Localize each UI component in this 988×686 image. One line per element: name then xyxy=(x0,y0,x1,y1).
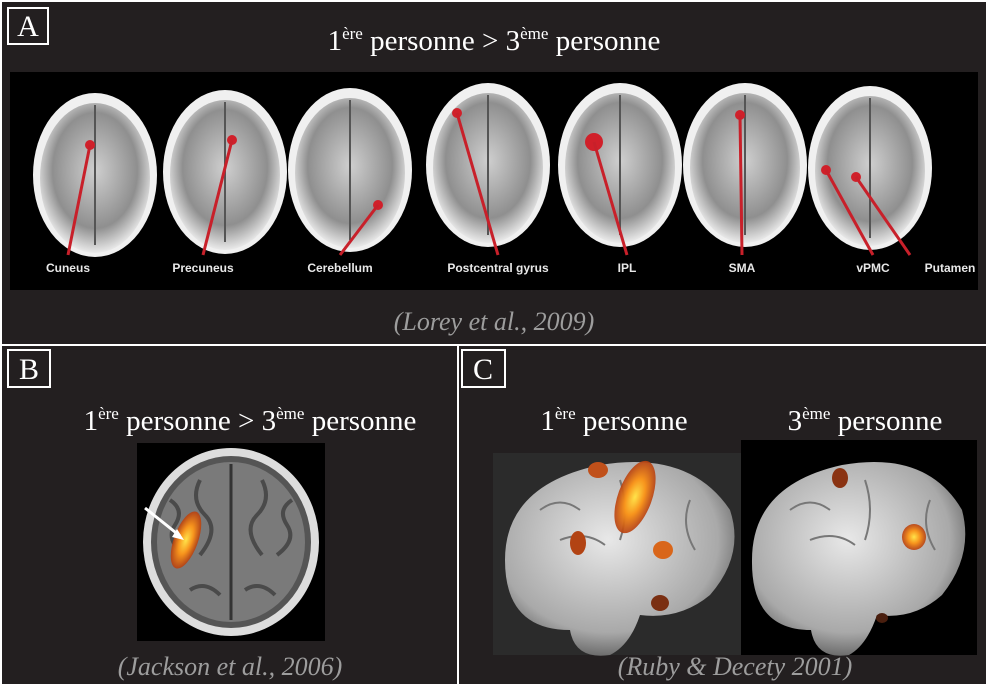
citation: (Ruby & Decety 2001) xyxy=(618,652,853,681)
title-sup: ème xyxy=(276,404,304,423)
title-sup: ère xyxy=(98,404,119,423)
panel-title: 1ère personne > 3ème personne xyxy=(328,24,661,57)
caption-part: personne xyxy=(576,405,688,437)
title-part: personne xyxy=(548,25,660,57)
title-part: personne > 3 xyxy=(363,25,520,57)
pointer-line xyxy=(824,169,875,256)
region-label: Putamen xyxy=(925,261,976,275)
pointer-line xyxy=(592,141,629,256)
caption-part: personne xyxy=(830,405,942,437)
region-label: Cuneus xyxy=(46,261,90,275)
title-part: 1 xyxy=(328,25,343,57)
caption-part: 1 xyxy=(540,405,555,437)
axial-brain-image xyxy=(137,443,325,641)
region-label: Precuneus xyxy=(172,261,234,275)
caption-sup: ère xyxy=(555,404,576,423)
letter-box xyxy=(7,349,51,388)
title-part: personne xyxy=(304,405,416,437)
title-part: personne > 3 xyxy=(119,405,276,437)
surface-brain-images xyxy=(493,440,977,656)
region-label: Cerebellum xyxy=(307,261,372,275)
letter-box xyxy=(461,349,506,388)
region-label: SMA xyxy=(729,261,756,275)
caption-part: 3 xyxy=(788,405,803,437)
pointer-line xyxy=(738,114,744,256)
region-label: Postcentral gyrus xyxy=(447,261,549,275)
letter-box xyxy=(7,7,49,45)
region-label: vPMC xyxy=(856,261,890,275)
caption: 1ère personne xyxy=(540,404,687,437)
citation: (Jackson et al., 2006) xyxy=(118,652,343,681)
title-sup: ème xyxy=(520,24,548,43)
pointer-line xyxy=(338,204,380,256)
pointer-line xyxy=(854,176,912,256)
title-sup: ère xyxy=(342,24,363,43)
pointer-line xyxy=(455,112,500,256)
caption-sup: ème xyxy=(802,404,830,423)
panel-title: 1ère personne > 3ème personne xyxy=(84,404,417,437)
pointer-line xyxy=(201,139,234,256)
citation: (Lorey et al., 2009) xyxy=(394,307,595,336)
title-part: 1 xyxy=(84,405,99,437)
pointer-line xyxy=(66,144,92,256)
panel-letter: A xyxy=(17,10,39,43)
caption: 3ème personne xyxy=(788,404,943,437)
region-label: IPL xyxy=(618,261,637,275)
panel-letter: C xyxy=(473,353,493,386)
panel-letter: B xyxy=(19,353,39,386)
